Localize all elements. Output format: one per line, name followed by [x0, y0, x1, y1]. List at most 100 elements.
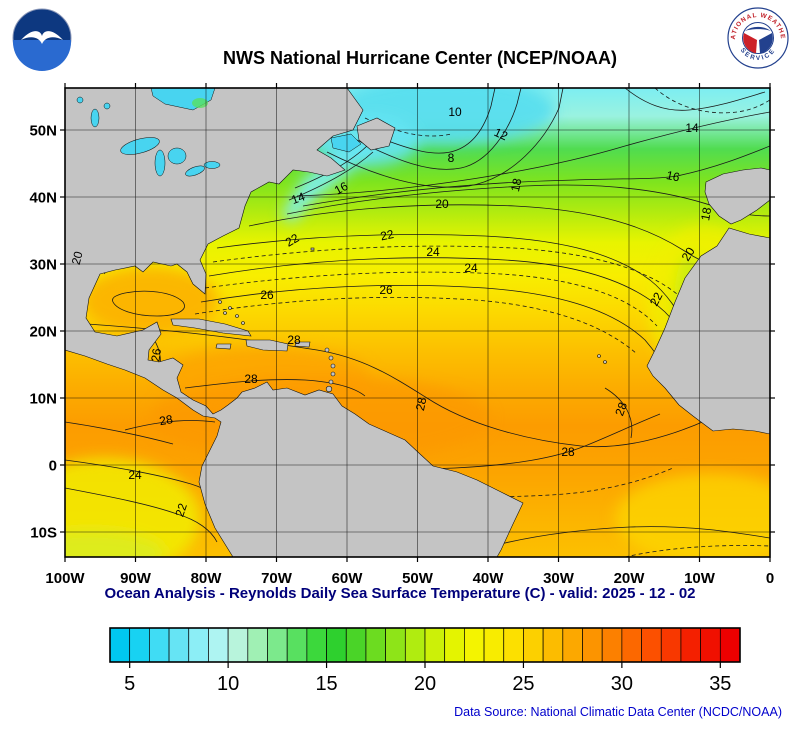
colorbar-segment — [424, 627, 446, 663]
colorbar-segment — [601, 627, 623, 663]
noaa-logo — [12, 8, 72, 71]
colorbar-label: 35 — [709, 673, 731, 695]
colorbar-segment — [188, 627, 209, 663]
colorbar: 5 10 15 20 25 30 35 — [109, 627, 741, 695]
lake-huron — [167, 147, 187, 165]
contour-label: 20 — [69, 249, 86, 266]
colorbar-segment — [149, 627, 170, 663]
colorbar-segment — [444, 627, 465, 663]
contour-label: 26 — [148, 347, 164, 362]
lake-superior — [120, 137, 160, 155]
contour-label: 22 — [647, 290, 666, 309]
lon-label: 90W — [120, 570, 152, 587]
colorbar-label: 30 — [611, 673, 633, 695]
contour-label: 28 — [413, 396, 430, 412]
lat-label: 40N — [29, 189, 57, 206]
graticule — [65, 88, 770, 557]
contour-label: 28 — [158, 412, 174, 428]
colorbar-segment — [503, 627, 524, 663]
colorbar-segment — [345, 627, 367, 663]
lon-label: 10W — [684, 570, 716, 587]
contour-label: 10 — [448, 105, 462, 119]
gulf-of-st-lawrence — [330, 133, 362, 153]
contour-label: 26 — [260, 288, 274, 302]
sst-map: 10 12 8 14 16 18 20 22 22 24 24 26 26 26 28 28 28 28 14 16 1… — [64, 87, 771, 558]
contour-label: 28 — [244, 372, 258, 386]
colorbar-segment — [286, 627, 308, 663]
page-title: NWS National Hurricane Center (NCEP/NOAA… — [222, 48, 618, 68]
nws-logo-blue-wedge — [759, 33, 773, 54]
land-iberia — [704, 167, 770, 225]
colorbar-segment — [680, 627, 701, 663]
colorbar-segment — [621, 627, 642, 663]
contour-label: 24 — [426, 245, 440, 259]
longitude-axis-labels: 100W 90W 80W 70W 60W 50W 40W 30W 20W 10W 0 — [45, 570, 774, 587]
lakes — [76, 88, 362, 177]
lon-label: 50W — [402, 570, 434, 587]
contour-label: 8 — [448, 151, 455, 165]
colorbar-segment — [109, 627, 131, 663]
lon-label: 60W — [332, 570, 364, 587]
nws-logo: NATIONAL WEATHER SERVICE — [727, 7, 789, 69]
colorbar-label: 5 — [124, 673, 135, 695]
colorbar-label: 10 — [217, 673, 239, 695]
colorbar-segment — [562, 627, 583, 663]
contour-label: 22 — [379, 227, 395, 244]
contour-label: 26 — [379, 283, 393, 297]
lake-erie — [185, 165, 205, 177]
lake-ontario — [203, 161, 221, 169]
contour-label: 28 — [561, 445, 575, 459]
colorbar-segment — [365, 627, 386, 663]
contour-label: 24 — [128, 468, 142, 482]
colorbar-segment — [168, 627, 190, 663]
lat-label: 50N — [29, 122, 57, 139]
lat-label: 10S — [30, 524, 57, 541]
nws-logo-red-wedge — [743, 33, 757, 54]
contour-label: 16 — [665, 168, 681, 185]
contour-label: 22 — [283, 231, 302, 250]
contour-label: 12 — [492, 125, 510, 143]
colorbar-segment — [641, 627, 662, 663]
colorbar-segment — [247, 627, 268, 663]
lon-label: 40W — [473, 570, 505, 587]
map-caption: Ocean Analysis - Reynolds Daily Sea Surf… — [104, 585, 696, 602]
nws-logo-bird-icon — [745, 26, 771, 31]
contour-label: 24 — [464, 261, 478, 275]
lon-label: 30W — [543, 570, 575, 587]
colorbar-segment — [404, 627, 426, 663]
land-newfoundland — [356, 117, 396, 151]
lon-label: 100W — [45, 570, 85, 587]
colorbar-segment — [385, 627, 406, 663]
contour-labels: 10 12 8 14 16 18 20 22 22 24 24 26 26 26 28 28 28 28 14 16 1… — [69, 105, 715, 518]
colorbar-segment — [660, 627, 682, 663]
lat-label: 0 — [49, 457, 57, 474]
lon-label: 0 — [766, 570, 774, 587]
lon-label: 70W — [261, 570, 293, 587]
data-source-note: Data Source: National Climatic Data Cent… — [454, 705, 782, 719]
colorbar-segment — [129, 627, 150, 663]
lon-label: 20W — [614, 570, 646, 587]
contour-label: 18 — [508, 177, 525, 193]
latitude-axis-labels: 50N 40N 30N 20N 10N 0 10S — [29, 122, 57, 541]
contour-label: 20 — [435, 197, 449, 211]
noaa-logo-sea — [13, 40, 71, 71]
colorbar-label: 20 — [414, 673, 436, 695]
colorbar-segment — [306, 627, 327, 663]
contour-label: 22 — [172, 501, 190, 518]
colorbar-label: 25 — [512, 673, 534, 695]
colorbar-segment — [483, 627, 505, 663]
contour-label: 28 — [612, 400, 630, 418]
contour-label: 28 — [287, 333, 301, 347]
lon-label: 80W — [191, 570, 223, 587]
colorbar-segment — [700, 627, 721, 663]
colorbar-segment — [326, 627, 347, 663]
colorbar-segment — [464, 627, 485, 663]
islands — [170, 247, 607, 393]
isotherm-contours — [65, 88, 770, 557]
lake-michigan — [154, 149, 166, 177]
noaa-logo-gull-icon — [21, 31, 63, 44]
contour-label: 14 — [685, 121, 699, 135]
contour-label: 18 — [698, 206, 714, 222]
